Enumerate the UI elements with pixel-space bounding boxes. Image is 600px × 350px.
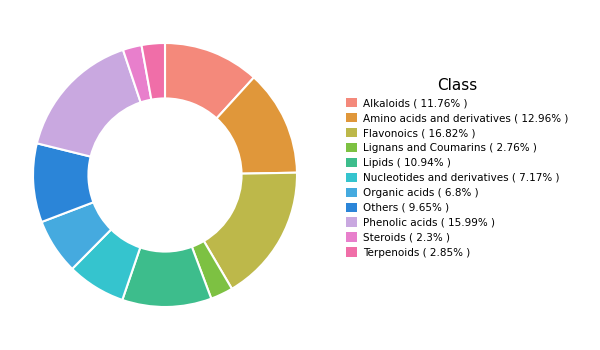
Legend: Alkaloids ( 11.76% ), Amino acids and derivatives ( 12.96% ), Flavonoics ( 16.82: Alkaloids ( 11.76% ), Amino acids and de… xyxy=(343,75,571,261)
Wedge shape xyxy=(142,43,165,100)
Wedge shape xyxy=(37,50,140,156)
Wedge shape xyxy=(33,143,94,222)
Wedge shape xyxy=(192,241,232,299)
Wedge shape xyxy=(122,247,211,307)
Wedge shape xyxy=(41,202,111,269)
Wedge shape xyxy=(217,77,297,174)
Wedge shape xyxy=(72,230,140,300)
Wedge shape xyxy=(165,43,254,118)
Wedge shape xyxy=(123,45,151,103)
Wedge shape xyxy=(204,173,297,289)
